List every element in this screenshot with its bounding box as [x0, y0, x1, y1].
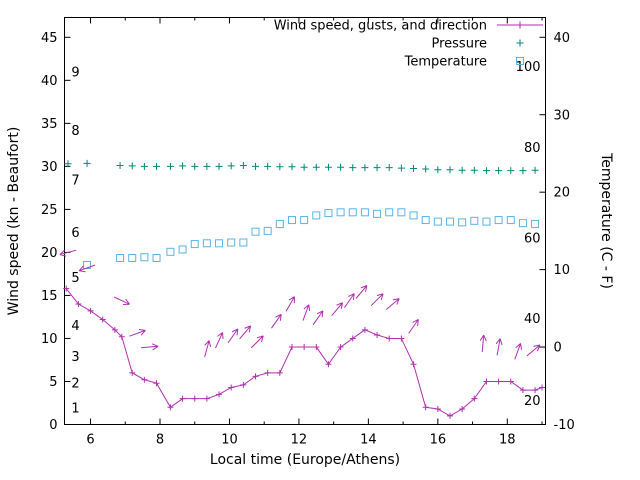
- svg-text:4: 4: [71, 319, 79, 334]
- svg-text:35: 35: [41, 117, 58, 132]
- svg-text:16: 16: [430, 433, 447, 448]
- svg-text:20: 20: [41, 246, 58, 261]
- svg-text:45: 45: [41, 31, 58, 46]
- svg-text:8: 8: [156, 433, 164, 448]
- svg-text:100: 100: [516, 60, 541, 75]
- svg-text:30: 30: [41, 160, 58, 175]
- svg-text:Temperature: Temperature: [404, 55, 487, 70]
- svg-text:25: 25: [41, 203, 58, 218]
- svg-text:30: 30: [554, 108, 571, 123]
- svg-text:3: 3: [71, 350, 79, 365]
- svg-text:0: 0: [49, 418, 57, 433]
- svg-text:10: 10: [221, 433, 238, 448]
- y-axis-left: 0 5 10 15 20 25 30 35 40 45: [41, 31, 71, 433]
- svg-text:40: 40: [41, 74, 58, 89]
- svg-text:0: 0: [554, 341, 562, 356]
- x-axis: 6 8 10 12 14 16 18: [86, 17, 543, 448]
- x-axis-label: Local time (Europe/Athens): [209, 452, 401, 468]
- svg-text:2: 2: [71, 377, 79, 392]
- pressure-series: [64, 159, 539, 175]
- svg-text:6: 6: [86, 433, 94, 448]
- svg-text:20: 20: [554, 186, 571, 201]
- svg-text:6: 6: [71, 226, 79, 241]
- svg-text:10: 10: [41, 332, 58, 347]
- svg-text:40: 40: [524, 312, 541, 327]
- svg-text:80: 80: [524, 141, 541, 156]
- gust-arrows: [59, 249, 541, 360]
- svg-text:60: 60: [524, 231, 541, 246]
- fahrenheit-scale-labels: 100 80 60 40 20: [516, 60, 541, 409]
- svg-text:14: 14: [360, 433, 377, 448]
- wind-series: [63, 285, 546, 419]
- svg-text:40: 40: [554, 31, 571, 46]
- temperature-series: [83, 208, 540, 269]
- svg-text:5: 5: [49, 375, 57, 390]
- svg-text:18: 18: [499, 433, 516, 448]
- svg-text:15: 15: [41, 289, 58, 304]
- y-axis-right: -10 0 10 20 30 40: [539, 31, 575, 433]
- svg-text:8: 8: [71, 124, 79, 139]
- svg-text:1: 1: [71, 402, 79, 417]
- svg-text:9: 9: [71, 65, 79, 80]
- svg-text:Pressure: Pressure: [431, 37, 487, 52]
- beaufort-scale-labels: 1 2 3 4 5 6 7 8 9: [71, 65, 79, 416]
- svg-text:5: 5: [71, 271, 79, 286]
- plot-border: [64, 17, 546, 425]
- svg-text:-10: -10: [554, 418, 575, 433]
- legend: Wind speed, gusts, and direction Pressure…: [274, 19, 543, 70]
- svg-text:12: 12: [291, 433, 308, 448]
- svg-text:20: 20: [524, 394, 541, 409]
- svg-text:Wind speed, gusts, and directi: Wind speed, gusts, and direction: [274, 19, 487, 34]
- svg-text:7: 7: [71, 174, 79, 189]
- svg-text:10: 10: [554, 263, 571, 278]
